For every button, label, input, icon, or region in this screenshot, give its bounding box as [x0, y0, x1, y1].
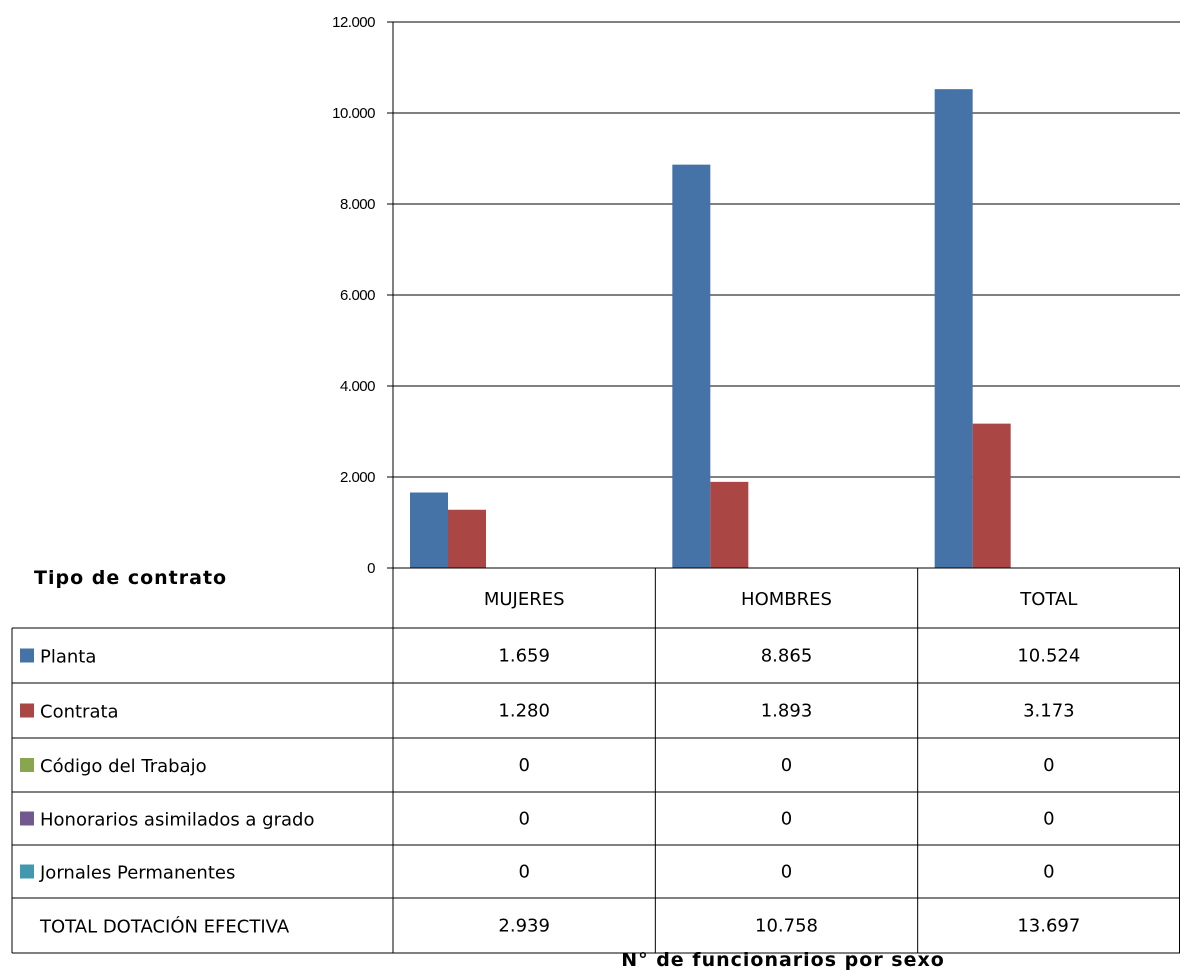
bar-contrata-mujeres — [448, 509, 486, 568]
bar-planta-hombres — [672, 164, 711, 568]
x-axis-title: N° de funcionarios por sexo — [621, 949, 945, 971]
data-cell: 1.893 — [761, 701, 813, 722]
bar-planta-total — [934, 89, 973, 569]
bar-planta-mujeres — [410, 492, 448, 568]
data-cell: 1.659 — [498, 646, 550, 667]
data-cell: 0 — [1043, 755, 1054, 776]
data-cell: 0 — [1043, 809, 1054, 830]
legend-swatch — [20, 648, 34, 663]
y-tick-labels: 0 2.000 4.000 6.000 8.000 10.000 12.000 — [332, 14, 376, 577]
data-cell: 0 — [781, 755, 792, 776]
bars — [410, 89, 1011, 569]
data-cell: 0 — [518, 862, 529, 883]
total-cell: 2.939 — [498, 916, 550, 937]
total-cell: 13.697 — [1017, 916, 1080, 937]
data-cell: 0 — [781, 809, 792, 830]
data-table: MUJERES HOMBRES TOTAL Planta 1.659 8.865 10.52… — [11, 567, 1180, 954]
total-row-label: TOTAL DOTACIÓN EFECTIVA — [39, 916, 290, 938]
data-cell: 0 — [781, 862, 792, 883]
legend-swatch — [20, 703, 34, 718]
y-tick-label: 4.000 — [340, 378, 375, 395]
legend-swatch — [20, 864, 34, 879]
data-cell: 0 — [518, 809, 529, 830]
total-cell: 10.758 — [755, 916, 818, 937]
legend-swatch — [20, 811, 34, 826]
data-cell: 0 — [1043, 862, 1054, 883]
legend-label: Código del Trabajo — [40, 756, 207, 777]
category-label-total: TOTAL — [1019, 589, 1077, 610]
y-tick-label: 10.000 — [332, 105, 375, 122]
data-cell: 3.173 — [1023, 701, 1075, 722]
bar-contrata-hombres — [710, 481, 749, 568]
y-tick-label: 6.000 — [340, 287, 375, 304]
legend-swatch — [20, 758, 34, 772]
y-tick-label: 2.000 — [340, 469, 375, 486]
data-cell: 10.524 — [1017, 646, 1080, 667]
y-tick-label: 0 — [367, 560, 375, 577]
table-header-label: Tipo de contrato — [34, 567, 227, 589]
legend-label: Contrata — [40, 702, 119, 723]
grid-lines — [387, 21, 1180, 569]
data-cell: 0 — [518, 755, 529, 776]
category-label-mujeres: MUJERES — [484, 589, 565, 610]
bar-contrata-total — [972, 423, 1011, 568]
legend-label: Jornales Permanentes — [39, 863, 235, 884]
data-cell: 1.280 — [498, 701, 550, 722]
data-cell: 8.865 — [761, 646, 813, 667]
legend-label: Honorarios asimilados a grado — [40, 810, 314, 831]
y-tick-label: 12.000 — [332, 14, 375, 31]
legend-label: Planta — [40, 647, 96, 668]
category-label-hombres: HOMBRES — [741, 589, 832, 610]
y-tick-label: 8.000 — [340, 196, 375, 213]
